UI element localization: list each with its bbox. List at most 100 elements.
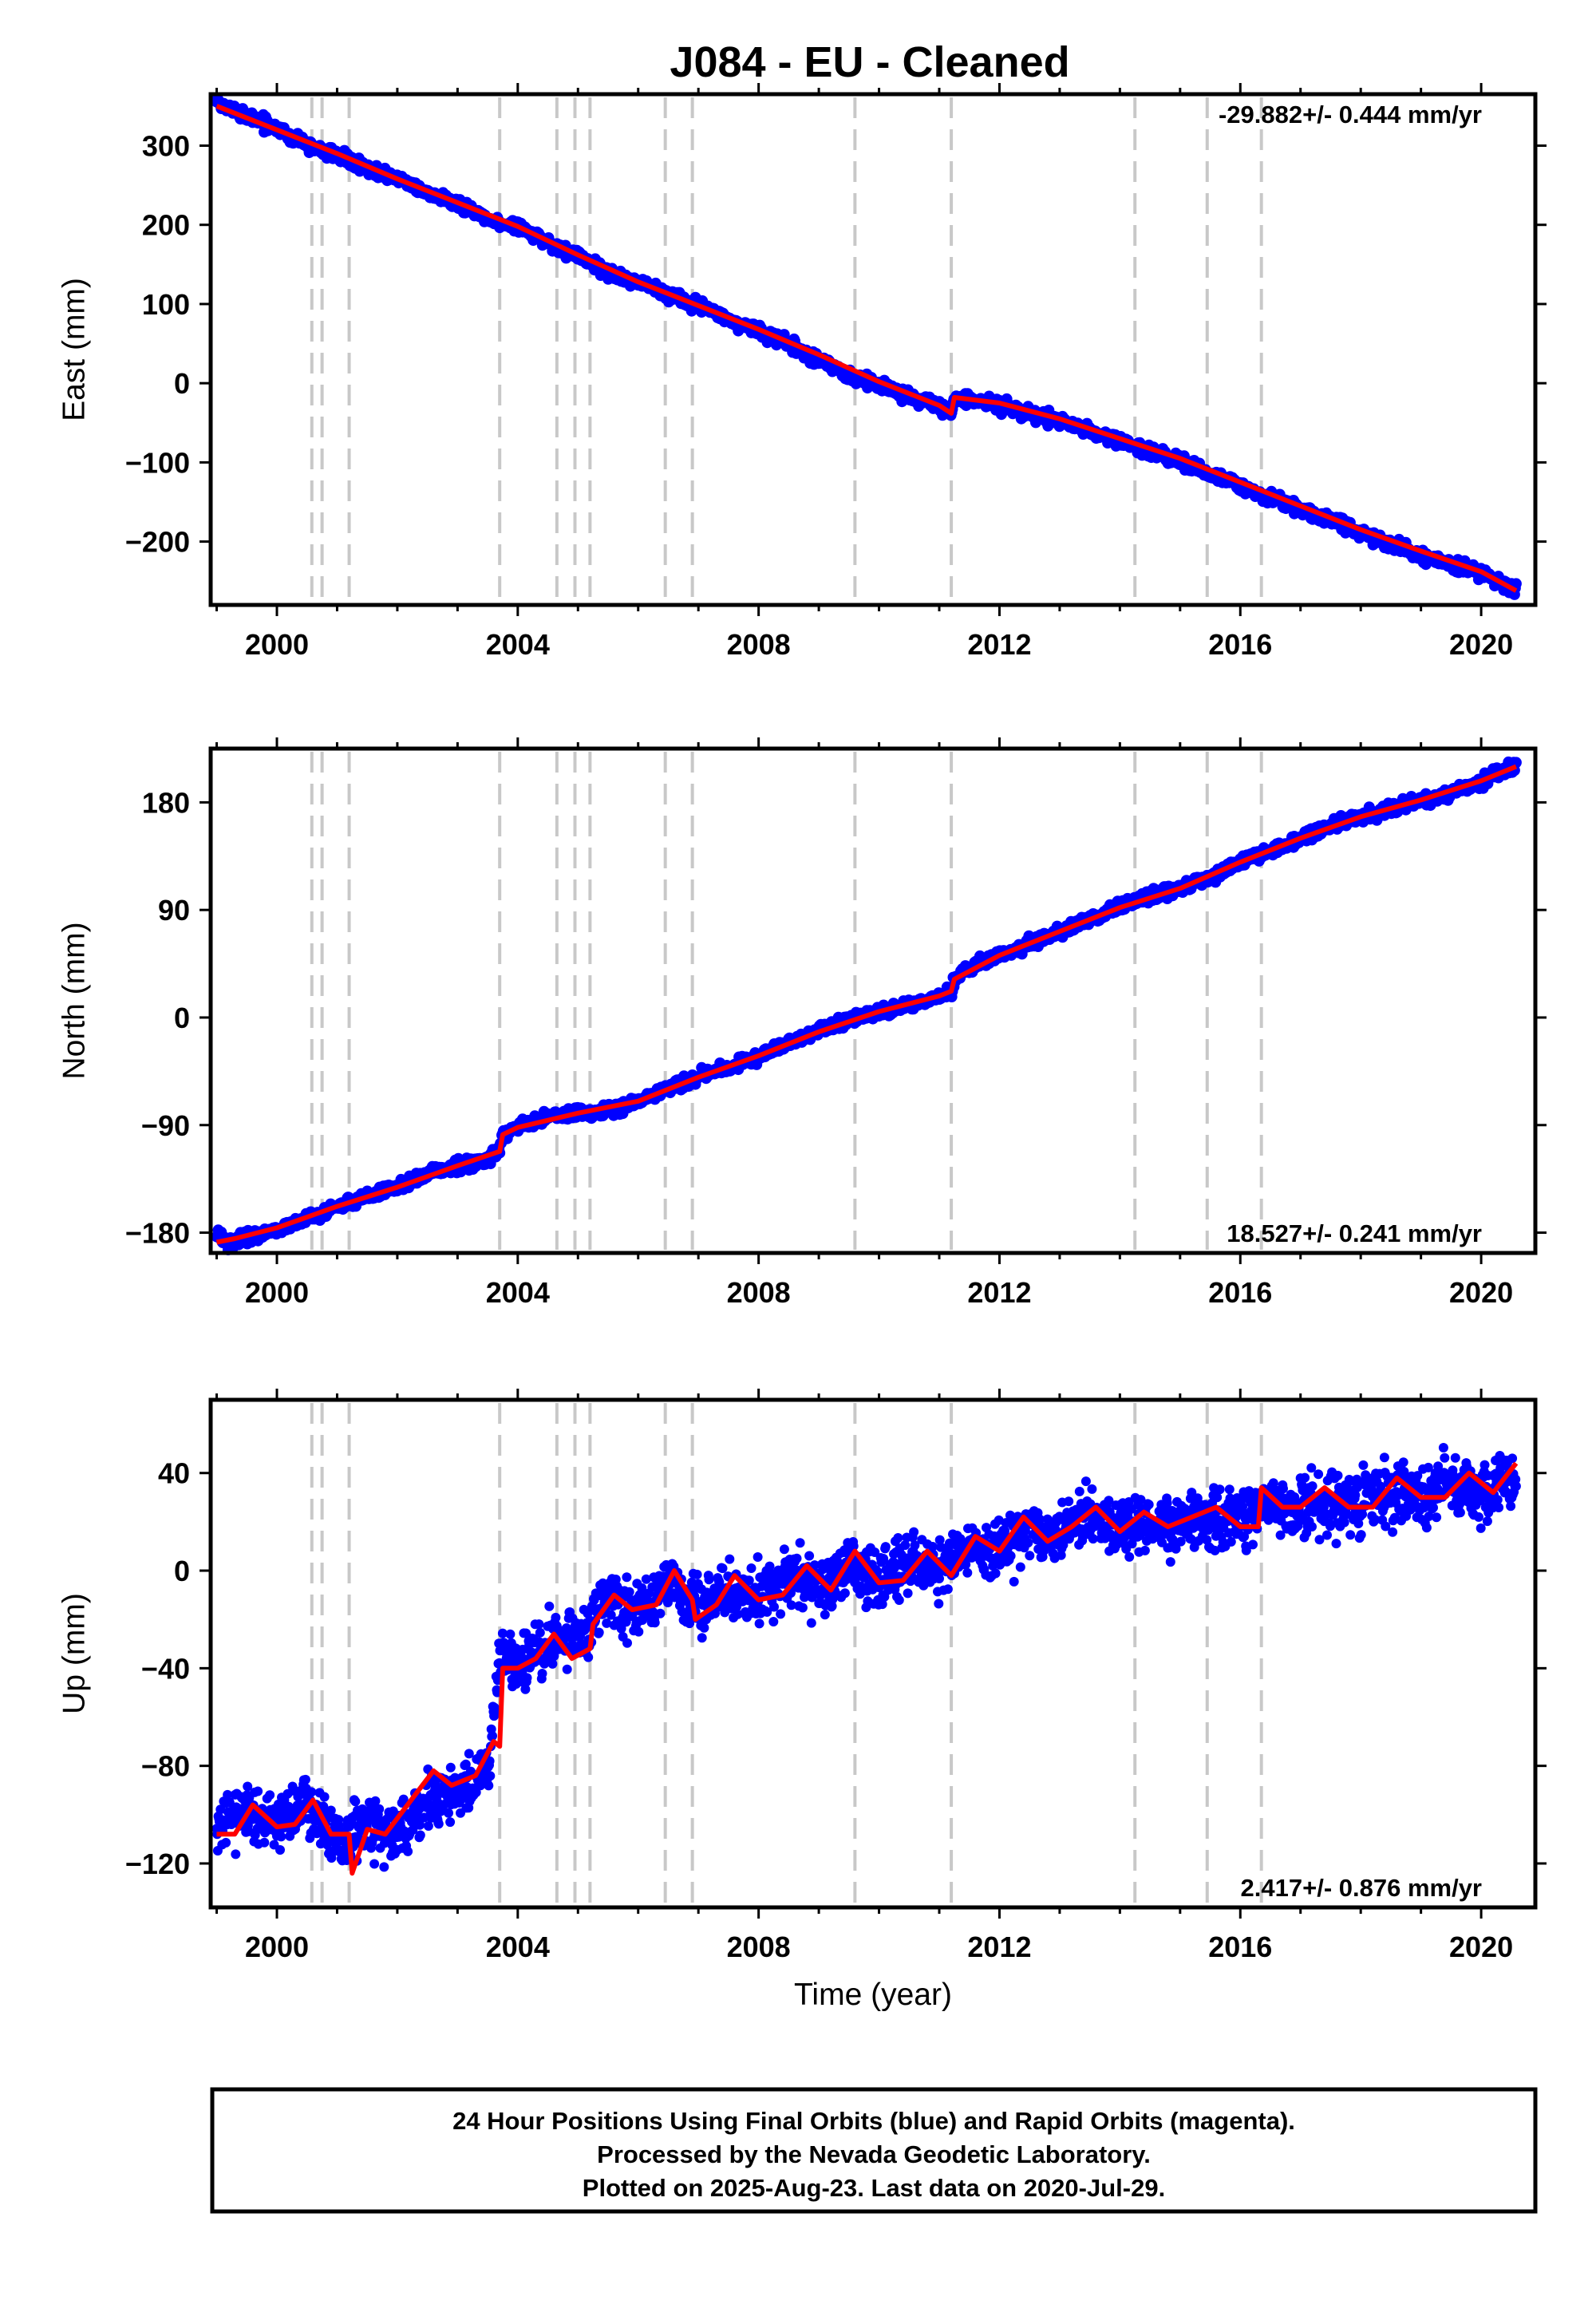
up-data-point <box>460 1759 471 1769</box>
up-data-point <box>369 1859 380 1869</box>
up-data-point <box>223 1789 233 1800</box>
up-data-point <box>806 1618 816 1628</box>
east-y-tick-label: 300 <box>142 129 190 162</box>
up-data-point <box>505 1629 516 1639</box>
north-y-tick-label: 0 <box>174 1002 190 1034</box>
up-data-point <box>535 1627 545 1638</box>
east-x-tick-label: 2016 <box>1208 628 1272 661</box>
up-data-point <box>398 1794 409 1804</box>
up-data-point <box>221 1837 231 1848</box>
east-x-tick-label: 2020 <box>1449 628 1513 661</box>
north-x-tick-label: 2008 <box>727 1276 791 1309</box>
up-data-point <box>795 1538 805 1548</box>
east-rate-label: -29.882+/- 0.444 mm/yr <box>1219 101 1482 128</box>
up-data-point <box>350 1796 361 1807</box>
up-data-point <box>900 1540 911 1551</box>
north-x-tick-label: 2012 <box>967 1276 1031 1309</box>
up-data-point <box>903 1588 913 1599</box>
up-data-point <box>692 1569 702 1579</box>
up-data-point <box>725 1554 735 1564</box>
up-data-point <box>488 1731 497 1741</box>
up-data-point <box>594 1627 604 1638</box>
up-data-point <box>276 1832 286 1842</box>
up-data-point <box>910 1540 920 1551</box>
panel-up-marks <box>211 1403 1521 1904</box>
up-data-point <box>562 1664 572 1674</box>
up-data-point <box>606 1610 616 1620</box>
east-x-tick-label: 2008 <box>727 628 791 661</box>
up-data-point <box>754 1618 764 1629</box>
up-data-point <box>961 1559 971 1570</box>
up-data-point <box>942 1584 953 1595</box>
up-data-point <box>243 1781 253 1792</box>
up-data-point <box>893 1533 903 1543</box>
east-y-tick-label: −200 <box>125 526 190 559</box>
east-x-tick-label: 2004 <box>486 628 550 661</box>
up-data-point <box>622 1572 632 1583</box>
north-y-tick-label: −180 <box>125 1217 190 1250</box>
up-data-point <box>520 1684 531 1694</box>
up-data-point <box>962 1567 973 1578</box>
panel-north-frame <box>208 746 1538 1255</box>
north-axis-label: North (mm) <box>57 922 92 1079</box>
up-data-point <box>746 1563 757 1573</box>
up-data-point <box>733 1609 743 1619</box>
up-data-point <box>534 1619 544 1630</box>
up-data-point <box>804 1551 815 1561</box>
up-data-point <box>685 1618 695 1629</box>
panel-east-marks <box>211 93 1522 602</box>
up-data-point <box>927 1542 938 1551</box>
up-data-point <box>877 1599 887 1610</box>
up-data-point <box>697 1633 707 1643</box>
up-data-point <box>879 1554 889 1563</box>
up-data-point <box>699 1622 709 1633</box>
up-data-point <box>497 1628 508 1638</box>
up-data-point <box>433 1819 444 1829</box>
up-data-point <box>634 1626 644 1637</box>
up-data-point <box>444 1808 453 1818</box>
up-data-point <box>537 1669 547 1678</box>
east-x-tick-label: 2000 <box>245 628 309 661</box>
east-model-line <box>215 104 1518 593</box>
north-x-tick-label: 2020 <box>1449 1276 1513 1309</box>
up-data-point <box>809 1560 820 1571</box>
up-data-point <box>820 1610 830 1620</box>
up-data-point <box>870 1547 880 1557</box>
up-data-point <box>797 1603 808 1613</box>
up-data-point <box>717 1563 728 1574</box>
up-data-point <box>429 1805 439 1816</box>
up-data-point <box>253 1786 263 1796</box>
up-data-point <box>583 1652 594 1662</box>
north-model-line <box>215 764 1518 1245</box>
up-data-point <box>265 1790 275 1800</box>
up-data-point <box>839 1588 850 1599</box>
up-data-point <box>471 1787 481 1797</box>
up-data-point <box>769 1602 779 1612</box>
up-data-point <box>704 1575 714 1585</box>
panel-east-frame <box>208 92 1538 607</box>
up-data-point <box>522 1673 532 1683</box>
up-data-point <box>622 1638 632 1648</box>
up-data-point <box>621 1617 631 1627</box>
up-data-point <box>602 1618 612 1628</box>
up-data-point <box>637 1583 647 1593</box>
up-data-point <box>934 1574 944 1583</box>
up-data-point <box>374 1804 385 1814</box>
up-data-point <box>491 1706 501 1717</box>
up-data-point <box>408 1825 418 1835</box>
up-data-point <box>306 1787 317 1797</box>
up-data-point <box>768 1617 779 1626</box>
up-data-point <box>231 1849 241 1860</box>
up-data-point <box>300 1774 310 1784</box>
up-data-point <box>792 1553 802 1563</box>
up-data-point <box>403 1846 413 1856</box>
up-data-point <box>655 1608 666 1618</box>
chart-title: J084 - EU - Cleaned <box>670 38 1069 86</box>
up-data-point <box>423 1821 433 1831</box>
up-data-point <box>934 1599 944 1609</box>
up-data-point <box>753 1552 763 1562</box>
